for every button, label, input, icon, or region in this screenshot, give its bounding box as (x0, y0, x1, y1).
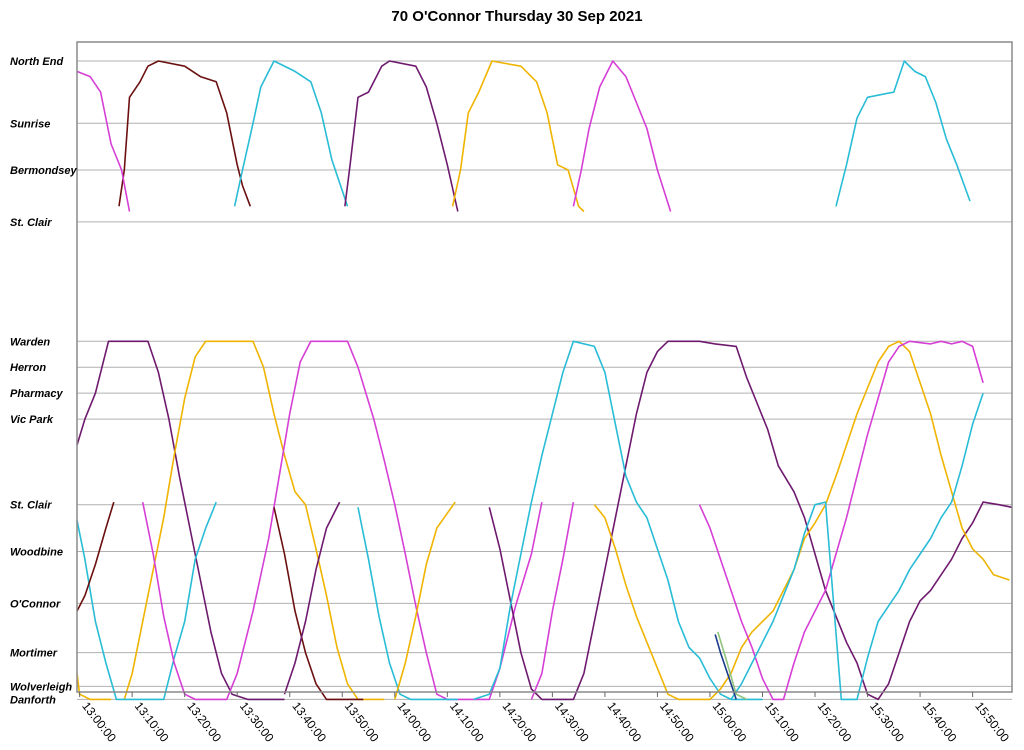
x-tick-label: 13:20:00 (184, 699, 224, 745)
y-stop-label: St. Clair (10, 500, 52, 512)
series-line-8 (123, 340, 385, 701)
x-tick-label: 13:50:00 (342, 699, 382, 745)
series-line-20 (593, 340, 1010, 701)
x-tick-label: 15:40:00 (920, 699, 960, 745)
y-stop-label: North End (10, 56, 63, 68)
series-line-17 (488, 340, 1013, 701)
y-stop-label: Pharmacy (10, 388, 63, 400)
x-tick-label: 13:40:00 (289, 699, 329, 745)
series-line-22 (730, 392, 984, 701)
y-stop-label: Vic Park (10, 414, 54, 426)
y-stop-label: Warden (10, 336, 50, 348)
x-tick-label: 15:10:00 (762, 699, 802, 745)
x-tick-label: 13:10:00 (132, 699, 172, 745)
series-line-15 (357, 507, 458, 701)
x-tick-label: 13:30:00 (237, 699, 277, 745)
x-tick-label: 14:10:00 (447, 699, 487, 745)
series-line-10 (141, 340, 543, 701)
series-line-16 (394, 501, 456, 700)
x-tick-label: 15:20:00 (815, 699, 855, 745)
x-tick-label: 14:30:00 (552, 699, 592, 745)
series-line-7 (76, 340, 285, 701)
series-line-6 (835, 60, 971, 207)
series-line-0 (118, 60, 252, 207)
series-line-12 (273, 507, 364, 701)
series-line-13 (76, 673, 112, 701)
x-tick-label: 15:00:00 (710, 699, 750, 745)
y-stop-label: O'Connor (10, 598, 61, 610)
x-tick-label: 14:20:00 (499, 699, 539, 745)
series-line-14 (283, 501, 341, 695)
series-line-18 (473, 340, 763, 701)
plot-area-frame (76, 41, 1013, 693)
series-line-2 (233, 60, 349, 207)
x-tick-label: 14:40:00 (605, 699, 645, 745)
x-tick-label: 15:30:00 (867, 699, 907, 745)
series-line-3 (344, 60, 459, 212)
y-stop-label: St. Clair (10, 217, 52, 229)
series-line-5 (572, 60, 672, 212)
x-tick-label: 14:00:00 (394, 699, 434, 745)
y-stop-label: Woodbine (10, 546, 63, 558)
x-tick-label: 15:50:00 (972, 699, 1012, 745)
y-stop-label: Wolverleigh (10, 681, 72, 693)
x-tick-label: 13:00:00 (79, 699, 119, 745)
chart-title: 70 O'Connor Thursday 30 Sep 2021 (391, 8, 643, 25)
series-line-4 (451, 60, 585, 213)
series-line-24 (717, 631, 748, 701)
y-axis-stop-labels: North End Sunrise Bermondsey St. Clair Warde… (10, 56, 78, 706)
x-tick-label: 14:50:00 (657, 699, 697, 745)
series-line-19 (530, 501, 575, 700)
y-stop-label: Mortimer (10, 648, 58, 660)
y-stop-label: Herron (10, 362, 46, 374)
series-line-11 (76, 501, 115, 612)
y-stop-label: Sunrise (10, 118, 50, 130)
series-line-1 (76, 70, 131, 212)
y-stop-label: Danforth (10, 694, 56, 706)
series-layer (76, 60, 1013, 701)
y-stop-label: Bermondsey (10, 165, 78, 177)
gridlines (77, 60, 1012, 700)
series-line-21 (698, 340, 984, 701)
series-line-9 (76, 501, 217, 701)
